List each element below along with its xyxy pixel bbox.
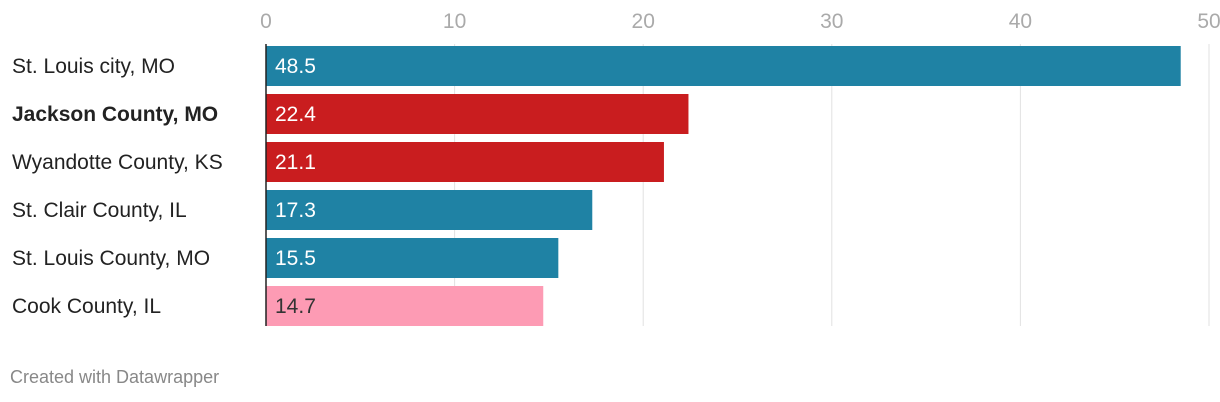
category-label: Wyandotte County, KS: [12, 151, 223, 174]
category-label: St. Louis city, MO: [12, 55, 175, 78]
bar-value-label: 48.5: [275, 55, 316, 78]
category-labels: St. Louis city, MO Jackson County, MO Wyan…: [12, 55, 223, 318]
bar-value-label: 17.3: [275, 199, 316, 222]
bar-value-label: 22.4: [275, 103, 316, 126]
category-label: St. Clair County, IL: [12, 199, 187, 222]
bars: 48.5 22.4 21.1 17.3 15.5 14.7: [266, 46, 1181, 326]
x-tick-label: 20: [632, 10, 655, 33]
bar: [266, 286, 544, 326]
x-axis-ticks: 0 10 20 30 40 50: [260, 10, 1220, 33]
bar-value-label: 15.5: [275, 247, 316, 270]
datawrapper-credit[interactable]: Created with Datawrapper: [10, 367, 220, 387]
x-tick-label: 10: [443, 10, 466, 33]
bar: [266, 142, 664, 182]
bar: [266, 46, 1181, 86]
category-label: Cook County, IL: [12, 295, 161, 318]
bar-value-label: 14.7: [275, 295, 316, 318]
bar-chart: 0 10 20 30 40 50 48.5 22.4 21.1 17.3 15.5 14.7 St.…: [12, 10, 1220, 326]
x-tick-label: 30: [820, 10, 843, 33]
category-label: Jackson County, MO: [12, 103, 218, 126]
x-tick-label: 0: [260, 10, 272, 33]
bar: [266, 238, 559, 278]
bar: [266, 94, 689, 134]
grid-lines: [454, 44, 1210, 326]
bar-value-label: 21.1: [275, 151, 316, 174]
x-tick-label: 50: [1197, 10, 1220, 33]
category-label: St. Louis County, MO: [12, 247, 210, 270]
x-tick-label: 40: [1009, 10, 1032, 33]
bar: [266, 190, 593, 230]
